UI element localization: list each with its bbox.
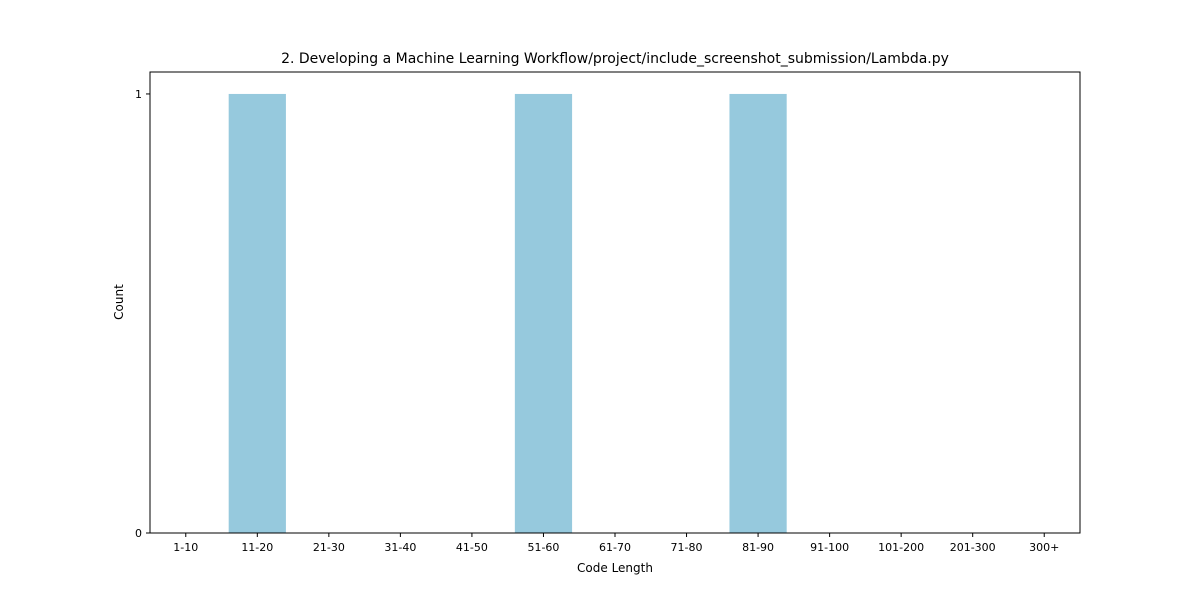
- x-tick-label: 61-70: [599, 541, 631, 554]
- bar-81-90: [729, 93, 787, 533]
- x-tick-label: 300+: [1029, 541, 1059, 554]
- x-tick-label: 31-40: [384, 541, 416, 554]
- x-tick-label: 101-200: [878, 541, 924, 554]
- x-axis-label: Code Length: [577, 561, 653, 575]
- x-tick-label: 21-30: [313, 541, 345, 554]
- x-tick-label: 91-100: [810, 541, 849, 554]
- y-axis-label: Count: [112, 284, 126, 320]
- chart-title: 2. Developing a Machine Learning Workflo…: [281, 51, 949, 67]
- bar-11-20: [228, 93, 286, 533]
- x-tick-label: 1-10: [173, 541, 198, 554]
- y-tick-label: 0: [135, 527, 142, 540]
- x-axis-ticks: 1-10 11-20 21-30 31-40 41-50 51-60 61-70 71-80 8…: [173, 533, 1059, 554]
- x-tick-label: 41-50: [456, 541, 488, 554]
- y-axis-ticks: 01: [135, 88, 150, 540]
- x-tick-label: 71-80: [671, 541, 703, 554]
- x-tick-label: 201-300: [950, 541, 996, 554]
- bar-51-60: [514, 93, 573, 533]
- y-tick-label: 1: [135, 88, 142, 101]
- x-tick-label: 51-60: [527, 541, 559, 554]
- bars-group: [228, 93, 787, 533]
- x-tick-label: 81-90: [742, 541, 774, 554]
- plot-frame: [149, 71, 1081, 534]
- x-tick-label: 11-20: [241, 541, 273, 554]
